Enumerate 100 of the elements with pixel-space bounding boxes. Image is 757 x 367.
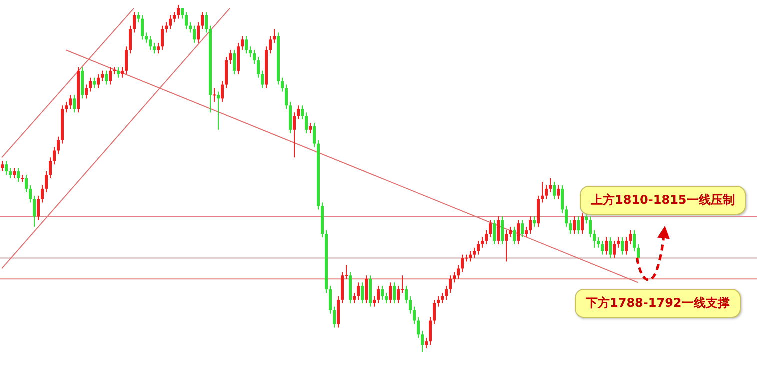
candlestick bbox=[441, 292, 444, 304]
candlestick bbox=[101, 70, 104, 82]
candlestick bbox=[589, 216, 592, 238]
candlestick bbox=[257, 56, 260, 78]
candlestick bbox=[125, 46, 128, 75]
candlestick bbox=[285, 84, 288, 110]
candlestick bbox=[245, 36, 248, 54]
candlestick bbox=[249, 46, 252, 58]
candlestick bbox=[53, 146, 56, 166]
candlestick bbox=[93, 77, 96, 89]
candlestick bbox=[565, 206, 568, 228]
candlestick bbox=[421, 330, 424, 352]
candlestick bbox=[413, 306, 416, 325]
candlestick bbox=[205, 11, 208, 34]
candlestick bbox=[133, 11, 136, 34]
candlestick bbox=[165, 22, 168, 34]
candlestick bbox=[481, 236, 484, 248]
candlestick bbox=[221, 80, 224, 103]
candlestick bbox=[213, 88, 216, 103]
candlestick bbox=[297, 105, 300, 120]
candlestick bbox=[605, 236, 608, 256]
candlestick bbox=[521, 220, 524, 238]
candlestick bbox=[281, 77, 284, 92]
candlestick bbox=[153, 42, 156, 54]
candlestick bbox=[561, 184, 564, 214]
candlestick bbox=[501, 216, 504, 245]
candlestick bbox=[617, 236, 620, 248]
candlestick bbox=[493, 220, 496, 245]
candlestick bbox=[109, 66, 112, 86]
candlestick bbox=[273, 28, 276, 44]
candlestick bbox=[149, 36, 152, 51]
candlestick bbox=[361, 282, 364, 304]
candlestick bbox=[485, 230, 488, 245]
candlestick bbox=[261, 70, 264, 89]
candlestick bbox=[417, 316, 420, 339]
candlestick bbox=[633, 230, 636, 252]
candlestick bbox=[69, 94, 72, 110]
candlestick bbox=[185, 11, 188, 30]
candlestick bbox=[433, 299, 436, 325]
candlestick bbox=[601, 240, 604, 256]
candlestick bbox=[117, 66, 120, 78]
candlestick bbox=[389, 282, 392, 304]
candlestick bbox=[13, 168, 16, 179]
candlestick bbox=[609, 236, 612, 259]
candlestick bbox=[489, 220, 492, 238]
candlestick bbox=[437, 296, 440, 308]
candlestick bbox=[305, 112, 308, 134]
candlestick bbox=[581, 212, 584, 235]
candlestick bbox=[45, 171, 48, 193]
candlestick bbox=[97, 74, 100, 89]
candlestick bbox=[201, 11, 204, 30]
candlestick bbox=[453, 272, 456, 284]
candlestick bbox=[533, 216, 536, 228]
candlestick bbox=[625, 236, 628, 256]
candlestick bbox=[549, 178, 552, 193]
candlestick bbox=[477, 240, 480, 256]
candlestick bbox=[233, 50, 236, 75]
candlestick bbox=[405, 286, 408, 304]
candlestick bbox=[1, 160, 4, 172]
candlestick bbox=[313, 122, 316, 148]
candlestick bbox=[573, 216, 576, 235]
annotation: 上方1810-1815一线压制 bbox=[580, 186, 746, 215]
candlestick bbox=[309, 122, 312, 134]
candlestick bbox=[517, 220, 520, 245]
candlestick bbox=[269, 36, 272, 54]
candlestick bbox=[253, 50, 256, 64]
candlestick bbox=[85, 84, 88, 100]
candlestick bbox=[397, 286, 400, 304]
candlestick bbox=[41, 184, 44, 204]
candlestick bbox=[49, 157, 52, 179]
candlestick bbox=[89, 77, 92, 92]
candlestick bbox=[637, 244, 640, 262]
candlestick bbox=[145, 32, 148, 44]
candlestick bbox=[593, 230, 596, 248]
candlestick bbox=[449, 275, 452, 294]
candlestick bbox=[229, 50, 232, 64]
candlestick bbox=[293, 112, 296, 158]
candlestick bbox=[525, 226, 528, 238]
candlestick bbox=[37, 195, 40, 221]
candlestick bbox=[17, 168, 20, 182]
candlestick bbox=[409, 296, 412, 314]
candlestick bbox=[569, 220, 572, 235]
candlestick bbox=[33, 195, 36, 228]
candlestick bbox=[513, 226, 516, 245]
candlestick bbox=[393, 282, 396, 304]
candlestick bbox=[161, 25, 164, 51]
candlestick bbox=[197, 22, 200, 44]
candlestick bbox=[629, 230, 632, 245]
candlestick bbox=[381, 286, 384, 300]
candlestick bbox=[329, 286, 332, 314]
candlestick bbox=[545, 184, 548, 200]
candlestick bbox=[429, 316, 432, 346]
candlestick bbox=[557, 184, 560, 200]
candlestick bbox=[301, 105, 304, 120]
candlestick bbox=[217, 91, 220, 130]
candlestick bbox=[377, 286, 380, 304]
candlestick bbox=[5, 160, 8, 176]
candlestick bbox=[469, 250, 472, 262]
candlestick bbox=[137, 11, 140, 23]
candlestick bbox=[189, 22, 192, 34]
